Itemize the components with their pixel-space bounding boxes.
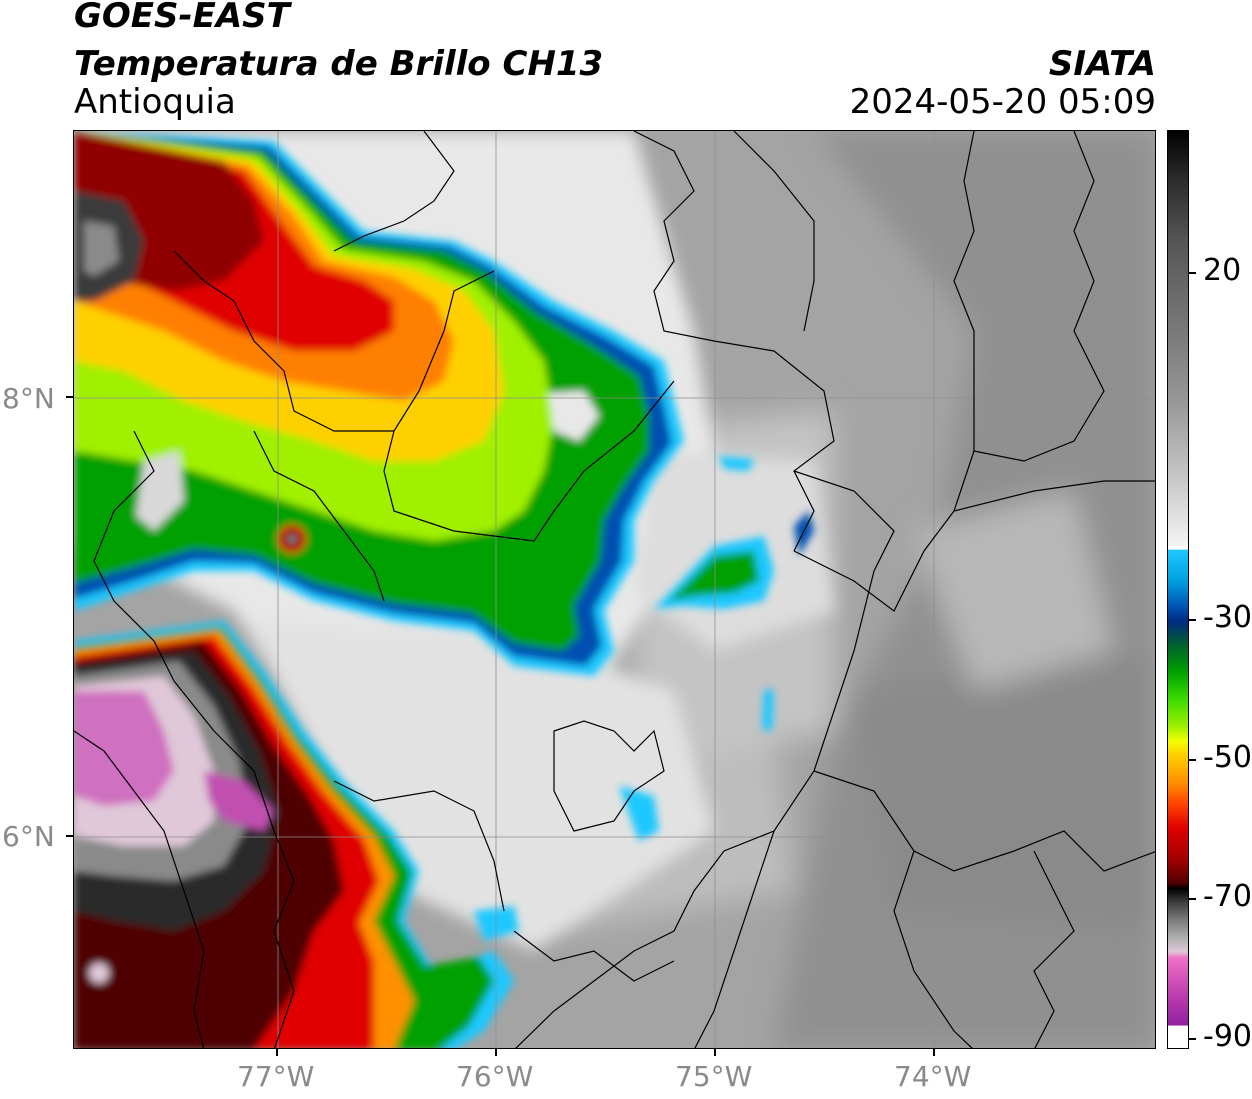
colorbar [1167, 130, 1189, 1049]
cbar-label-neg50: -50 [1203, 740, 1252, 775]
region-label: Antioquia [74, 82, 236, 122]
lat-label-8n: 8°N [2, 382, 55, 415]
political-borders [74, 131, 1155, 1048]
title: GOES-EAST [74, 0, 290, 36]
lon-tick-75w [714, 1049, 716, 1056]
subtitle: Temperatura de Brillo CH13 [74, 44, 604, 84]
cbar-label-neg90: -90 [1203, 1019, 1252, 1054]
cbar-tick-neg30 [1189, 619, 1196, 621]
northern-convection [74, 131, 684, 676]
organization-label: SIATA [1048, 44, 1156, 84]
lat-label-6n: 6°N [2, 820, 55, 853]
lon-label-76w: 76°W [456, 1060, 534, 1093]
lon-tick-74w [933, 1049, 935, 1056]
gridlines [74, 131, 1155, 1048]
cbar-label-20: 20 [1203, 253, 1242, 288]
cbar-tick-neg70 [1189, 898, 1196, 900]
lat-tick-8n [66, 396, 73, 398]
lon-label-74w: 74°W [894, 1060, 972, 1093]
cbar-tick-20 [1189, 272, 1196, 274]
cbar-label-neg70: -70 [1203, 879, 1252, 914]
satellite-map [73, 130, 1156, 1049]
cbar-label-neg30: -30 [1203, 600, 1252, 635]
lon-label-77w: 77°W [237, 1060, 315, 1093]
satellite-imagery [74, 131, 1155, 1048]
lon-tick-76w [495, 1049, 497, 1056]
lat-tick-6n [66, 835, 73, 837]
small-convective-cells [474, 456, 814, 941]
cbar-tick-neg90 [1189, 1038, 1196, 1040]
datetime-label: 2024-05-20 05:09 [849, 82, 1156, 122]
lon-label-75w: 75°W [675, 1060, 753, 1093]
cbar-tick-neg50 [1189, 759, 1196, 761]
lon-tick-77w [276, 1049, 278, 1056]
